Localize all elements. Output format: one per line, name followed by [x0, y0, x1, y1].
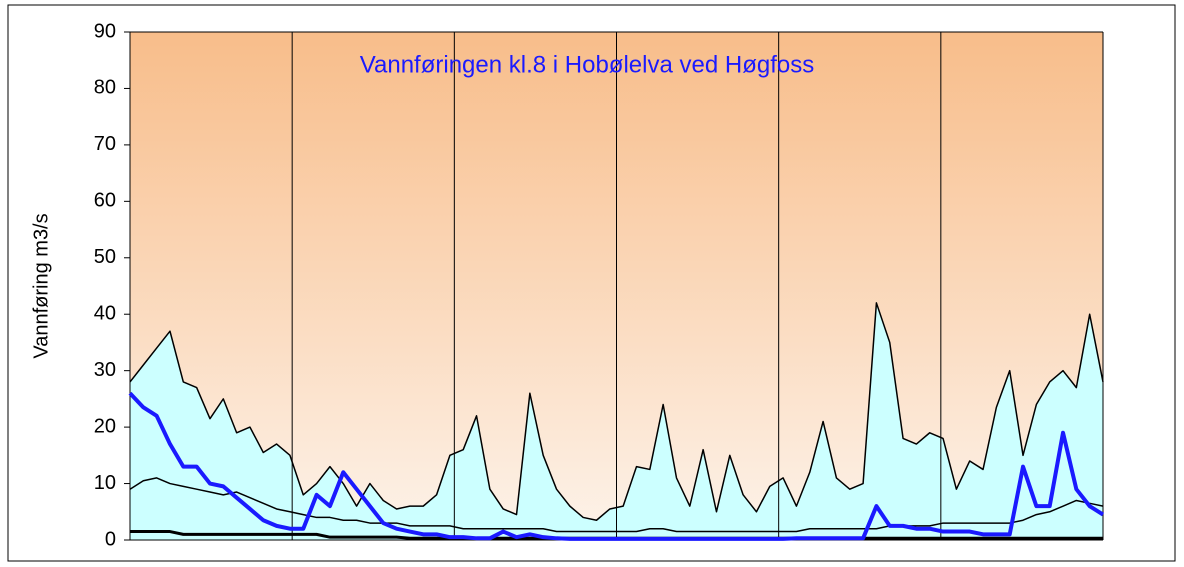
y-tick-label: 0	[105, 528, 116, 550]
area-fill	[130, 302, 1103, 540]
chart-title: Vannføringen kl.8 i Hobølelva ved Høgfos…	[360, 51, 814, 78]
y-tick-label: 80	[94, 77, 116, 99]
y-tick-label: 90	[94, 20, 116, 42]
y-tick-label: 20	[94, 415, 116, 437]
y-tick-label: 10	[94, 472, 116, 494]
y-tick-label: 30	[94, 359, 116, 381]
y-tick-label: 50	[94, 246, 116, 268]
y-axis-label: Vannføring m3/s	[30, 213, 52, 358]
y-tick-label: 60	[94, 190, 116, 212]
series-line	[129, 477, 1104, 533]
series-line	[129, 302, 1104, 521]
series-line	[128, 391, 1105, 541]
y-tick-label: 40	[94, 303, 116, 325]
y-tick-label: 70	[94, 133, 116, 155]
